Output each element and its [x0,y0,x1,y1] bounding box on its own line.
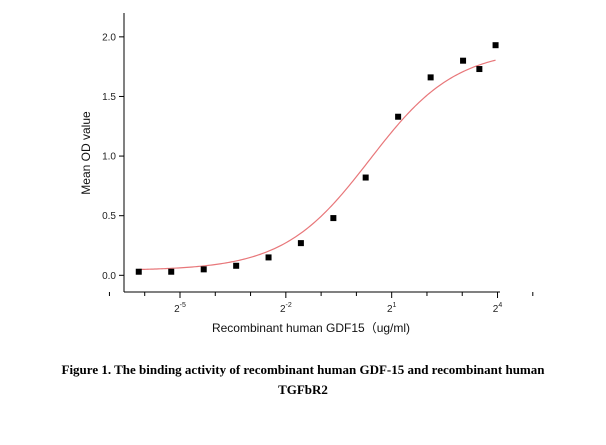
x-tick-label: 21 [387,302,397,315]
data-point [476,66,483,73]
binding-activity-chart: 0.0 0.5 1.0 1.5 2.0 2-5 2-2 21 24 Mean OD value… [79,13,534,335]
data-point [427,74,434,81]
x-tick-label: 2-2 [280,302,292,315]
x-tick-label: 2-5 [174,302,186,315]
data-points [135,42,499,275]
data-point [168,268,175,275]
data-point [395,113,402,120]
data-point [460,57,467,64]
data-point [330,215,337,222]
data-point [297,240,304,247]
data-point [265,254,272,261]
y-tick-label: 1.0 [102,152,116,163]
y-tick-label: 0.5 [102,211,116,222]
data-point [492,42,499,49]
data-point [362,174,369,181]
y-tick-label: 1.5 [102,92,116,103]
data-point [200,266,207,273]
y-axis-title: Mean OD value [79,111,93,195]
data-point [233,262,240,269]
y-axis-ticks: 0.0 0.5 1.0 1.5 2.0 [102,32,124,282]
y-tick-label: 0.0 [102,271,116,282]
x-axis-ticks: 2-5 2-2 21 24 [108,292,534,315]
fit-curve [138,59,496,271]
caption-line-1: Figure 1. The binding activity of recomb… [61,362,545,377]
x-tick-label: 24 [493,302,503,315]
figure-caption: Figure 1. The binding activity of recomb… [20,360,586,400]
data-point [135,268,142,275]
y-tick-label: 2.0 [102,32,116,43]
x-axis-title: Recombinant human GDF15（ug/ml) [212,321,410,335]
caption-line-2: TGFbR2 [278,382,328,397]
